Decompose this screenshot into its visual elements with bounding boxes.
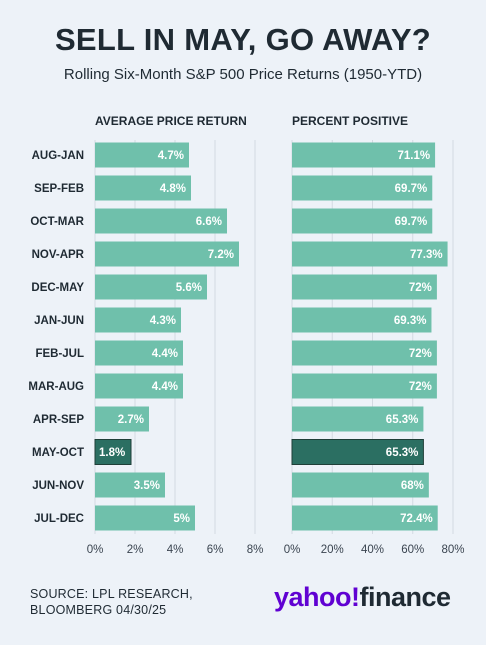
source-line-1: SOURCE: LPL RESEARCH,	[30, 587, 193, 601]
bar	[95, 373, 183, 399]
bar	[292, 373, 437, 399]
data-label: 65.3%	[386, 447, 419, 459]
bar	[95, 208, 227, 234]
bar	[292, 307, 432, 333]
x-tick-label: 40%	[361, 544, 384, 556]
bar	[292, 340, 437, 366]
category-label: MAR-AUG	[28, 381, 84, 393]
bar	[95, 406, 149, 432]
data-label: 65.3%	[386, 414, 419, 426]
bar	[95, 274, 207, 300]
bar	[292, 175, 433, 201]
category-label: NOV-APR	[32, 249, 85, 261]
bar	[95, 142, 189, 168]
data-label: 5%	[173, 513, 190, 525]
panel-title-average-return: AVERAGE PRICE RETURN	[95, 114, 247, 128]
bar	[292, 142, 436, 168]
category-label: AUG-JAN	[32, 150, 84, 162]
data-label: 77.3%	[410, 249, 443, 261]
data-label: 1.8%	[99, 447, 125, 459]
x-tick-label: 0%	[87, 544, 104, 556]
data-label: 7.2%	[208, 249, 234, 261]
source-note: SOURCE: LPL RESEARCH, BLOOMBERG 04/30/25	[30, 586, 193, 618]
data-label: 72.4%	[400, 513, 433, 525]
data-label: 69.7%	[395, 183, 428, 195]
data-label: 3.5%	[134, 480, 160, 492]
category-label: SEP-FEB	[34, 183, 84, 195]
bar	[292, 274, 437, 300]
data-label: 5.6%	[176, 282, 202, 294]
category-label: JUN-NOV	[32, 480, 84, 492]
bar	[95, 505, 195, 531]
bar	[292, 208, 433, 234]
logo-finance: finance	[359, 582, 452, 612]
data-label: 4.4%	[152, 381, 178, 393]
source-line-2: BLOOMBERG 04/30/25	[30, 603, 167, 617]
category-label: JAN-JUN	[34, 315, 84, 327]
bar	[95, 472, 165, 498]
category-label: APR-SEP	[33, 414, 84, 426]
data-label: 71.1%	[397, 150, 430, 162]
bar	[95, 241, 239, 267]
x-tick-label: 4%	[167, 544, 184, 556]
panel-title-percent-positive: PERCENT POSITIVE	[292, 114, 409, 128]
x-tick-label: 6%	[207, 544, 224, 556]
x-tick-label: 60%	[401, 544, 424, 556]
bar	[292, 472, 429, 498]
data-label: 4.7%	[158, 150, 184, 162]
data-label: 69.3%	[394, 315, 427, 327]
category-label: DEC-MAY	[31, 282, 84, 294]
bar	[95, 340, 183, 366]
x-tick-label: 2%	[127, 544, 144, 556]
x-tick-label: 8%	[247, 544, 264, 556]
bar	[95, 175, 191, 201]
yahoo-finance-logo[interactable]: yahoo!finance	[274, 582, 451, 613]
x-tick-label: 80%	[441, 544, 464, 556]
category-label: MAY-OCT	[32, 447, 84, 459]
data-label: 72%	[409, 282, 432, 294]
x-tick-label: 20%	[321, 544, 344, 556]
logo-yahoo: yahoo!	[274, 582, 360, 612]
bar	[291, 439, 424, 465]
chart-subtitle: Rolling Six-Month S&P 500 Price Returns …	[63, 66, 423, 83]
chart-title: SELL IN MAY, GO AWAY?	[54, 22, 432, 57]
bar	[95, 307, 181, 333]
data-label: 4.4%	[152, 348, 178, 360]
bar	[292, 505, 438, 531]
bar	[94, 439, 132, 465]
x-tick-label: 0%	[284, 544, 301, 556]
data-label: 2.7%	[118, 414, 144, 426]
category-label: FEB-JUL	[35, 348, 84, 360]
category-label: JUL-DEC	[34, 513, 84, 525]
data-label: 72%	[409, 381, 432, 393]
data-label: 72%	[409, 348, 432, 360]
bar	[292, 241, 448, 267]
bar	[292, 406, 424, 432]
data-label: 4.3%	[150, 315, 176, 327]
data-label: 68%	[401, 480, 424, 492]
data-label: 6.6%	[196, 216, 222, 228]
data-label: 69.7%	[395, 216, 428, 228]
data-label: 4.8%	[160, 183, 186, 195]
category-label: OCT-MAR	[30, 216, 84, 228]
